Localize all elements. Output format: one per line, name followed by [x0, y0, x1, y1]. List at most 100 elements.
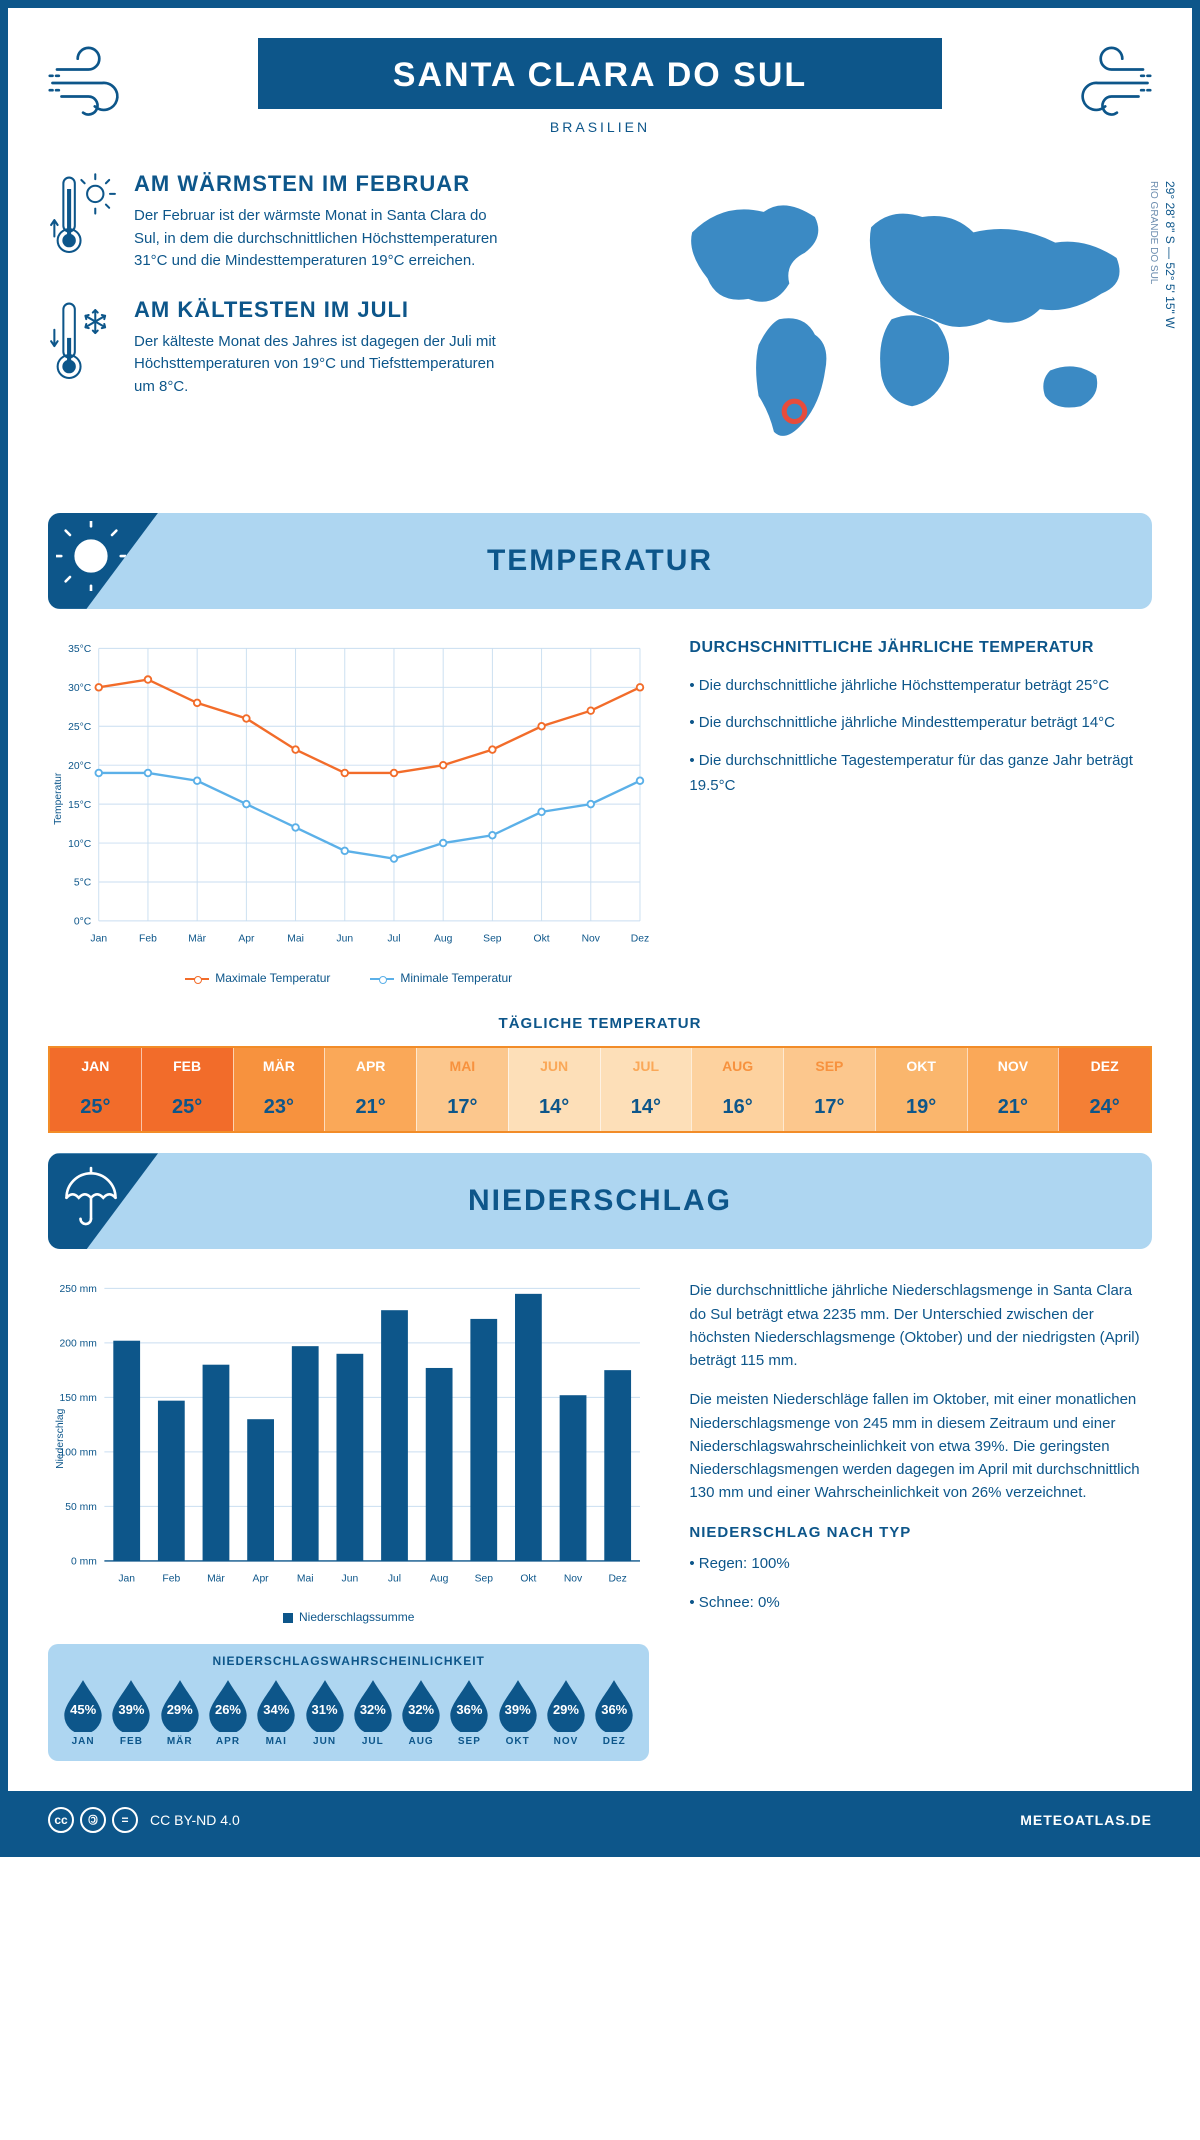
- coldest-block: AM KÄLTESTEN IM JULI Der kälteste Monat …: [48, 297, 611, 399]
- sun-icon: [48, 513, 158, 609]
- daily-temp-cell: SEP17°: [783, 1048, 875, 1131]
- svg-text:Okt: Okt: [534, 933, 550, 944]
- precip-prob-drop: 39% OKT: [497, 1678, 539, 1747]
- svg-text:150 mm: 150 mm: [60, 1393, 97, 1404]
- svg-text:Sep: Sep: [475, 1574, 494, 1585]
- svg-text:35°C: 35°C: [68, 644, 92, 655]
- svg-text:Jul: Jul: [387, 933, 400, 944]
- svg-text:Jan: Jan: [90, 933, 107, 944]
- country-subtitle: BRASILIEN: [138, 119, 1062, 135]
- umbrella-icon: [48, 1153, 158, 1249]
- page-title: SANTA CLARA DO SUL: [258, 56, 942, 95]
- precip-prob-drop: 32% AUG: [400, 1678, 442, 1747]
- daily-temp-cell: JAN25°: [50, 1048, 141, 1131]
- svg-text:Okt: Okt: [520, 1574, 536, 1585]
- svg-text:20°C: 20°C: [68, 761, 92, 772]
- svg-text:50 mm: 50 mm: [65, 1502, 97, 1513]
- daily-temp-cell: MAI17°: [416, 1048, 508, 1131]
- svg-text:5°C: 5°C: [74, 878, 92, 889]
- daily-temp-cell: FEB25°: [141, 1048, 233, 1131]
- svg-text:15°C: 15°C: [68, 800, 92, 811]
- daily-temp-table: JAN25°FEB25°MÄR23°APR21°MAI17°JUN14°JUL1…: [48, 1046, 1152, 1133]
- precip-prob-drop: 34% MAI: [255, 1678, 297, 1747]
- coords: 29° 28' 8" S — 52° 5' 15" W RIO GRANDE D…: [1144, 181, 1178, 328]
- header-row: SANTA CLARA DO SUL BRASILIEN: [48, 38, 1152, 161]
- wind-icon-right: [1062, 38, 1152, 133]
- svg-text:Mai: Mai: [297, 1574, 314, 1585]
- svg-text:Sep: Sep: [483, 933, 502, 944]
- precip-prob-drop: 26% APR: [207, 1678, 249, 1747]
- temp-line-chart: 0°C 5°C 10°C 15°C 20°C 25°C 30°C 35°C Jan Feb Mär A…: [48, 639, 649, 985]
- svg-text:Mär: Mär: [207, 1574, 225, 1585]
- svg-text:Dez: Dez: [631, 933, 649, 944]
- svg-text:Temperatur: Temperatur: [53, 772, 64, 825]
- site-name: METEOATLAS.DE: [1020, 1812, 1152, 1828]
- temp-summary: DURCHSCHNITTLICHE JÄHRLICHE TEMPERATUR •…: [689, 639, 1152, 811]
- thermometer-snow-icon: [48, 297, 118, 399]
- svg-text:0°C: 0°C: [74, 917, 92, 928]
- svg-text:Feb: Feb: [162, 1574, 180, 1585]
- daily-temp-cell: OKT19°: [875, 1048, 967, 1131]
- svg-text:Feb: Feb: [139, 933, 157, 944]
- svg-text:Nov: Nov: [564, 1574, 583, 1585]
- precip-prob-drop: 29% NOV: [545, 1678, 587, 1747]
- svg-text:Niederschlag: Niederschlag: [55, 1409, 66, 1470]
- nd-icon: =: [112, 1807, 138, 1833]
- wind-icon-left: [48, 38, 138, 133]
- svg-text:250 mm: 250 mm: [60, 1284, 97, 1295]
- info-row: AM WÄRMSTEN IM FEBRUAR Der Februar ist d…: [48, 171, 1152, 483]
- svg-text:25°C: 25°C: [68, 722, 92, 733]
- svg-text:Aug: Aug: [430, 1574, 449, 1585]
- precip-prob-drop: 31% JUN: [303, 1678, 345, 1747]
- warmest-title: AM WÄRMSTEN IM FEBRUAR: [134, 171, 504, 197]
- svg-text:Apr: Apr: [253, 1574, 270, 1585]
- svg-text:Mär: Mär: [188, 933, 206, 944]
- infographic-frame: SANTA CLARA DO SUL BRASILIEN: [0, 0, 1200, 1857]
- precip-prob-drop: 32% JUL: [352, 1678, 394, 1747]
- daily-temp-title: TÄGLICHE TEMPERATUR: [48, 1015, 1152, 1032]
- daily-temp-cell: JUN14°: [508, 1048, 600, 1131]
- svg-text:Jan: Jan: [118, 1574, 135, 1585]
- precip-prob-drop: 39% FEB: [110, 1678, 152, 1747]
- coldest-text: Der kälteste Monat des Jahres ist dagege…: [134, 331, 504, 399]
- daily-temp-cell: JUL14°: [600, 1048, 692, 1131]
- daily-temp-cell: NOV21°: [967, 1048, 1059, 1131]
- license-text: CC BY-ND 4.0: [150, 1812, 240, 1828]
- daily-temp-cell: DEZ24°: [1058, 1048, 1150, 1131]
- coldest-title: AM KÄLTESTEN IM JULI: [134, 297, 504, 323]
- thermometer-sun-icon: [48, 171, 118, 273]
- svg-text:Nov: Nov: [582, 933, 601, 944]
- precip-summary: Die durchschnittliche jährliche Niedersc…: [689, 1279, 1152, 1630]
- svg-text:10°C: 10°C: [68, 839, 92, 850]
- daily-temp-cell: AUG16°: [691, 1048, 783, 1131]
- svg-text:0 mm: 0 mm: [71, 1557, 97, 1568]
- svg-text:Mai: Mai: [287, 933, 304, 944]
- precip-section-banner: NIEDERSCHLAG: [48, 1153, 1152, 1249]
- title-band: SANTA CLARA DO SUL: [258, 38, 942, 109]
- svg-text:Dez: Dez: [608, 1574, 626, 1585]
- svg-text:Jun: Jun: [342, 1574, 359, 1585]
- world-map: 29° 28' 8" S — 52° 5' 15" W RIO GRANDE D…: [641, 171, 1152, 483]
- precip-prob-drop: 29% MÄR: [159, 1678, 201, 1747]
- daily-temp-cell: APR21°: [324, 1048, 416, 1131]
- daily-temp-cell: MÄR23°: [233, 1048, 325, 1131]
- svg-text:Jun: Jun: [336, 933, 353, 944]
- warmest-block: AM WÄRMSTEN IM FEBRUAR Der Februar ist d…: [48, 171, 611, 273]
- svg-text:Aug: Aug: [434, 933, 453, 944]
- cc-icons: cc 🄯 =: [48, 1807, 138, 1833]
- precip-bar-chart: 0 mm50 mm100 mm150 mm200 mm250 mmNieders…: [48, 1279, 649, 1598]
- svg-text:Jul: Jul: [388, 1574, 401, 1585]
- precip-prob-drop: 36% SEP: [448, 1678, 490, 1747]
- cc-icon: cc: [48, 1807, 74, 1833]
- warmest-text: Der Februar ist der wärmste Monat in San…: [134, 205, 504, 273]
- temp-section-banner: TEMPERATUR: [48, 513, 1152, 609]
- precip-chart-legend: Niederschlagssumme: [48, 1610, 649, 1624]
- svg-text:30°C: 30°C: [68, 683, 92, 694]
- footer: cc 🄯 = CC BY-ND 4.0 METEOATLAS.DE: [8, 1791, 1192, 1849]
- precip-prob-drop: 36% DEZ: [593, 1678, 635, 1747]
- svg-text:200 mm: 200 mm: [60, 1339, 97, 1350]
- by-icon: 🄯: [80, 1807, 106, 1833]
- svg-text:Apr: Apr: [238, 933, 255, 944]
- precip-section-title: NIEDERSCHLAG: [468, 1184, 732, 1218]
- temp-section-title: TEMPERATUR: [487, 544, 713, 578]
